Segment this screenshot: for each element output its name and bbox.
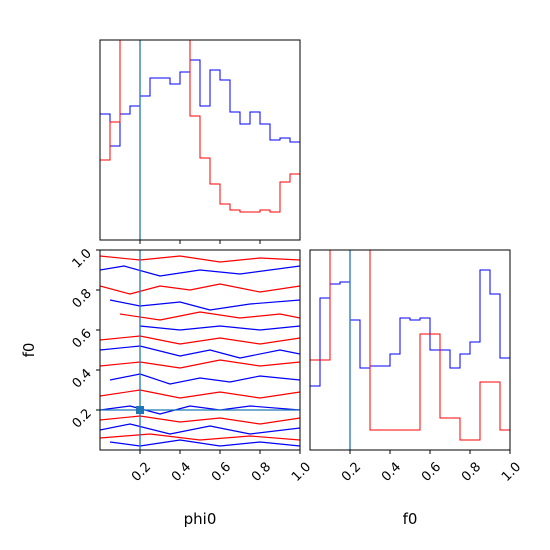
- phi0-histogram-axes: [99, 39, 301, 244]
- x-axis-label-f0: f0: [403, 510, 418, 528]
- contour-blue: [100, 405, 300, 415]
- phi0-f0-contour-axes: 0.2 0.4 0.6 0.8 1.0 0.2 0.4 0.6 0.8 1.0: [70, 246, 315, 485]
- f0-x-tick-label: 1.0: [499, 460, 524, 485]
- f0-y-tick-label: 1.0: [70, 246, 95, 271]
- contour-red: [100, 255, 300, 263]
- contour-red: [100, 335, 300, 345]
- phi0-histogram-frame: [99, 39, 301, 241]
- f0-y-tick-label: 0.8: [70, 286, 95, 311]
- phi0-histogram-red: [100, 40, 300, 213]
- x-axis-label-phi0: phi0: [184, 510, 217, 528]
- f0-x-tick-label: 0.6: [419, 460, 444, 485]
- f0-histogram-series: [310, 250, 510, 441]
- contour-blue: [139, 325, 300, 331]
- contour-blue: [100, 423, 300, 435]
- f0-x-tick-label: 0.8: [459, 460, 484, 485]
- contour-red: [119, 311, 300, 321]
- f0-y-tick-label: 0.4: [70, 366, 95, 391]
- f0-histogram-axes: 0.2 0.4 0.6 0.8 1.0: [309, 249, 524, 485]
- f0-x-tick-label: 0.4: [379, 460, 404, 485]
- phi0-x-tick-label: 0.2: [129, 460, 154, 485]
- phi0-histogram-blue: [100, 59, 300, 147]
- contour-blue: [100, 345, 300, 359]
- phi0-x-tick-label: 0.6: [209, 460, 234, 485]
- contour-red: [100, 389, 300, 399]
- phi0-x-tick-label: 0.8: [249, 460, 274, 485]
- truth-marker: [136, 406, 144, 414]
- contour-frame: [99, 249, 301, 451]
- f0-histogram-red: [310, 250, 510, 441]
- contour-blue: [109, 373, 300, 385]
- phi0-histogram-series: [100, 40, 300, 213]
- phi0-x-tick-label: 1.0: [289, 460, 314, 485]
- contour-blue: [100, 265, 300, 277]
- contour-lines: [100, 255, 300, 447]
- contour-blue: [109, 439, 300, 447]
- y-axis-label-f0: f0: [20, 343, 38, 358]
- contour-red: [100, 415, 300, 425]
- f0-x-tick-label: 0.2: [339, 460, 364, 485]
- contour-red: [100, 283, 300, 295]
- phi0-x-tick-label: 0.4: [169, 460, 194, 485]
- contour-red: [100, 359, 300, 369]
- f0-histogram-frame: [309, 249, 511, 451]
- f0-y-tick-label: 0.6: [70, 326, 95, 351]
- f0-histogram-blue: [310, 269, 510, 387]
- contour-blue: [109, 299, 300, 311]
- contour-red: [100, 433, 300, 441]
- f0-y-tick-label: 0.2: [70, 406, 95, 431]
